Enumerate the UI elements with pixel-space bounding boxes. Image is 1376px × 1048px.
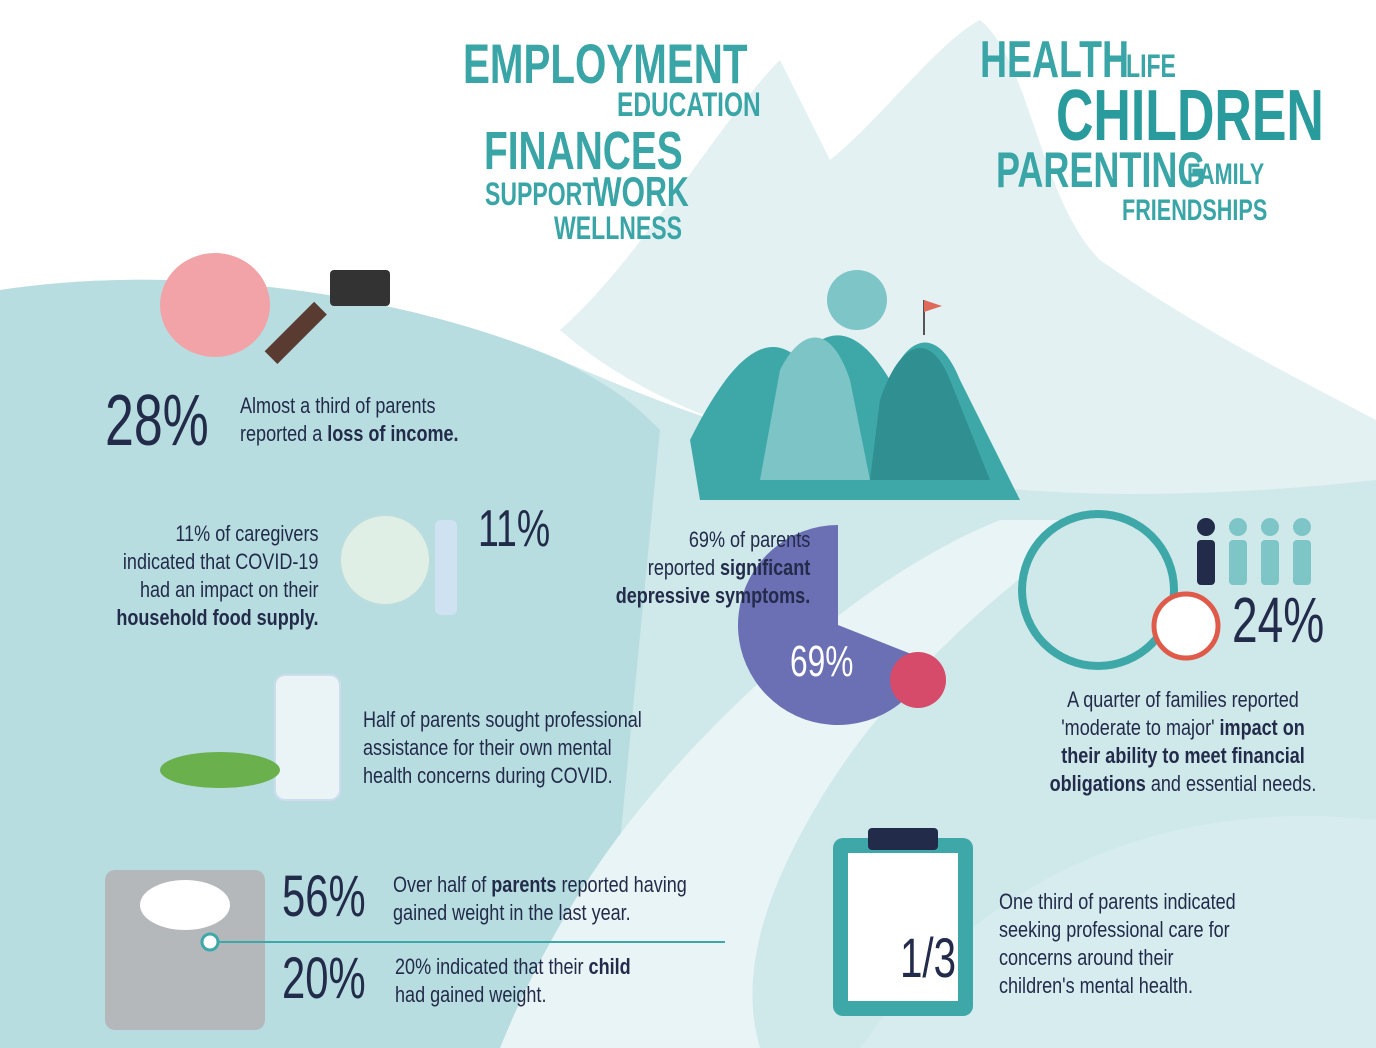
text: health concerns during COVID. [363, 763, 613, 788]
stat-figure: 11% [478, 503, 550, 555]
word: WELLNESS [554, 212, 682, 244]
stat-text: Over half of parents reported having gain… [393, 871, 687, 927]
text: Over half of [393, 872, 491, 897]
text: 'moderate to major' [1061, 715, 1219, 740]
word: FRIENDSHIPS [1122, 196, 1267, 226]
word: WORK [593, 171, 689, 213]
text: 11% of caregivers [175, 521, 318, 546]
stat-text: Half of parents sought professional assis… [363, 706, 642, 790]
stat-figure: 69% [790, 640, 853, 684]
text: Half of parents sought professional [363, 707, 642, 732]
text: and essential needs. [1146, 771, 1317, 796]
text: depressive symptoms. [615, 583, 810, 608]
stat-text: A quarter of families reported 'moderate … [1033, 686, 1333, 798]
word: SUPPORT [485, 178, 596, 210]
text: 69% of parents [689, 527, 810, 552]
text: Almost a third of parents [240, 393, 436, 418]
text: parents [491, 872, 556, 897]
text: had gained weight. [395, 982, 546, 1007]
stat-text: Almost a third of parents reported a loss… [240, 392, 459, 448]
text: gained weight in the last year. [393, 900, 631, 925]
text: obligations [1050, 771, 1146, 796]
text: seeking professional care for [999, 917, 1230, 942]
stat-figure: 56% [282, 868, 366, 926]
stat-figure: 1/3 [900, 930, 956, 986]
word: PARENTING [996, 145, 1205, 195]
text: child [589, 954, 631, 979]
text: household food supply. [116, 605, 318, 630]
text: had an impact on their [139, 577, 318, 602]
stat-figure: 20% [282, 950, 366, 1008]
text: indicated that COVID-19 [122, 549, 318, 574]
text: reported [648, 555, 720, 580]
text: reported a [240, 421, 327, 446]
stat-text: One third of parents indicated seeking pr… [999, 888, 1236, 1000]
text: significant [720, 555, 810, 580]
text: children's mental health. [999, 973, 1193, 998]
word: FAMILY [1187, 160, 1264, 190]
stat-figure: 28% [105, 385, 209, 457]
stat-text: 69% of parents reported significant depres… [615, 526, 810, 610]
text: One third of parents indicated [999, 889, 1236, 914]
stat-text: 20% indicated that their child had gained… [395, 953, 631, 1009]
text: concerns around their [999, 945, 1173, 970]
infographic: EMPLOYMENT EDUCATION FINANCES SUPPORT WO… [0, 0, 1376, 1048]
stat-text: 11% of caregivers indicated that COVID-19… [116, 520, 318, 632]
word: EDUCATION [617, 88, 761, 122]
word: EMPLOYMENT [463, 36, 747, 92]
text: 20% indicated that their [395, 954, 589, 979]
text: their ability to meet financial [1061, 743, 1305, 768]
text: impact on [1220, 715, 1305, 740]
text: A quarter of families reported [1067, 687, 1299, 712]
text: assistance for their own mental [363, 735, 612, 760]
text: loss of income. [327, 421, 458, 446]
stat-figure: 24% [1232, 588, 1324, 652]
text: reported having [556, 872, 686, 897]
